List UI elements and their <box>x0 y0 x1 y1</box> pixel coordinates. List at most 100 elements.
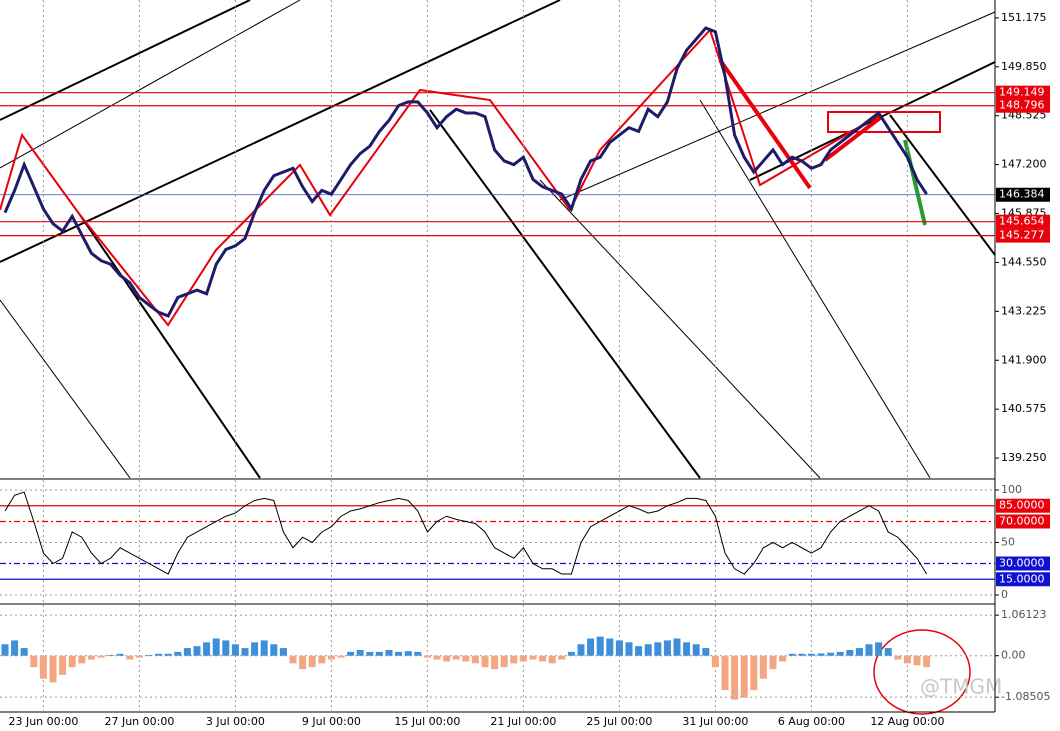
trend-lines <box>0 0 996 479</box>
histogram-bar <box>481 655 489 668</box>
price-line <box>4 491 928 575</box>
level-label: 145.277 <box>999 229 1045 242</box>
histogram-bar <box>174 651 182 656</box>
histogram-bar <box>164 653 172 656</box>
highlight-circle <box>873 629 971 715</box>
x-tick-label: 12 Aug 00:00 <box>870 715 944 728</box>
histogram-bar <box>356 649 364 656</box>
histogram-bar <box>510 655 518 664</box>
histogram-bar <box>606 638 614 656</box>
histogram-bar <box>779 655 787 662</box>
histogram-bar <box>894 655 902 660</box>
histogram-bar <box>817 653 825 656</box>
histogram-bar <box>740 655 748 698</box>
histogram-bar <box>759 655 767 679</box>
x-tick-label: 15 Jul 00:00 <box>394 715 460 728</box>
histogram-bar <box>471 655 479 664</box>
level-tag <box>996 228 1050 243</box>
histogram-bar <box>846 649 854 656</box>
pattern-lines <box>0 28 941 327</box>
histogram-bar <box>59 655 67 675</box>
y-tick-label: 151.175 <box>1001 11 1047 24</box>
histogram-bar <box>923 655 931 668</box>
histogram-bar <box>500 655 508 668</box>
y-tick-label: 147.200 <box>1001 158 1047 171</box>
histogram-bar <box>663 640 671 656</box>
level-tag <box>996 572 1050 587</box>
histogram-bar <box>78 655 86 664</box>
histogram-bar <box>577 644 585 656</box>
histogram-bar <box>596 636 604 656</box>
histogram-bar <box>721 655 729 691</box>
x-tick-label: 9 Jul 00:00 <box>302 715 361 728</box>
level-tag <box>996 187 1050 202</box>
x-tick-label: 21 Jul 00:00 <box>490 715 556 728</box>
histogram-bar <box>20 648 28 656</box>
level-tag <box>996 85 1050 100</box>
histogram-bar <box>587 638 595 656</box>
histogram-bar <box>299 655 307 670</box>
watermark: @TMGM <box>920 675 1002 699</box>
histogram-bar <box>635 646 643 656</box>
histogram-bar <box>827 652 835 656</box>
y-tick-label: 149.850 <box>1001 60 1047 73</box>
histogram-bar <box>279 648 287 656</box>
histogram-bar <box>327 655 335 660</box>
level-tag <box>996 98 1050 113</box>
histogram-bar <box>615 640 623 656</box>
histogram-bar <box>865 644 873 656</box>
forecast-arrow <box>903 139 927 226</box>
histogram-bar <box>548 655 556 664</box>
histogram-bar <box>135 655 143 658</box>
histogram-bar <box>711 655 719 668</box>
y-tick-label: 144.550 <box>1001 255 1047 268</box>
level-label: 70.0000 <box>999 514 1045 527</box>
y-tick-label: 50 <box>1001 535 1015 548</box>
histogram-bar <box>443 655 451 662</box>
histogram-bar <box>644 644 652 656</box>
histogram-bar <box>39 655 47 679</box>
histogram-bar <box>49 655 57 683</box>
panel-separators <box>0 0 996 713</box>
histogram-bar <box>337 655 345 658</box>
histogram-bar <box>452 655 460 660</box>
x-tick-label: 3 Jul 00:00 <box>206 715 265 728</box>
histogram-bar <box>529 655 537 660</box>
level-label: 148.796 <box>999 99 1045 112</box>
histogram-bar <box>913 655 921 666</box>
histogram-bar <box>145 654 153 656</box>
price-line <box>3 26 928 318</box>
histogram-bar <box>807 653 815 656</box>
y-tick-label: 100 <box>1001 483 1022 496</box>
histogram-bar <box>462 655 470 662</box>
histogram-bar <box>625 642 633 656</box>
histogram-bar <box>855 648 863 656</box>
histogram-bar <box>692 644 700 656</box>
histogram-bar <box>107 654 115 656</box>
histogram-bar <box>116 653 124 656</box>
y-tick-label: 0 <box>1001 588 1008 601</box>
histogram-bar <box>241 648 249 656</box>
histogram-bar <box>183 648 191 656</box>
x-tick-label: 27 Jun 00:00 <box>104 715 174 728</box>
histogram-bar <box>519 655 527 662</box>
histogram-bar <box>414 651 422 656</box>
y-tick-label: 140.575 <box>1001 402 1047 415</box>
histogram-bar <box>788 653 796 656</box>
histogram-bar <box>673 638 681 656</box>
histogram-bar <box>539 655 547 662</box>
histogram-bar <box>731 655 739 700</box>
y-tick-label: 139.250 <box>1001 451 1047 464</box>
level-label: 146.384 <box>999 188 1045 201</box>
y-tick-label: 143.225 <box>1001 304 1047 317</box>
histogram-bar <box>769 655 777 670</box>
histogram-bar <box>875 642 883 656</box>
histogram-bar <box>366 651 374 656</box>
histogram-bar <box>683 642 691 656</box>
histogram-bar <box>231 644 239 656</box>
histogram-bar <box>318 655 326 664</box>
histogram-bar <box>423 655 431 658</box>
level-tag <box>996 556 1050 571</box>
